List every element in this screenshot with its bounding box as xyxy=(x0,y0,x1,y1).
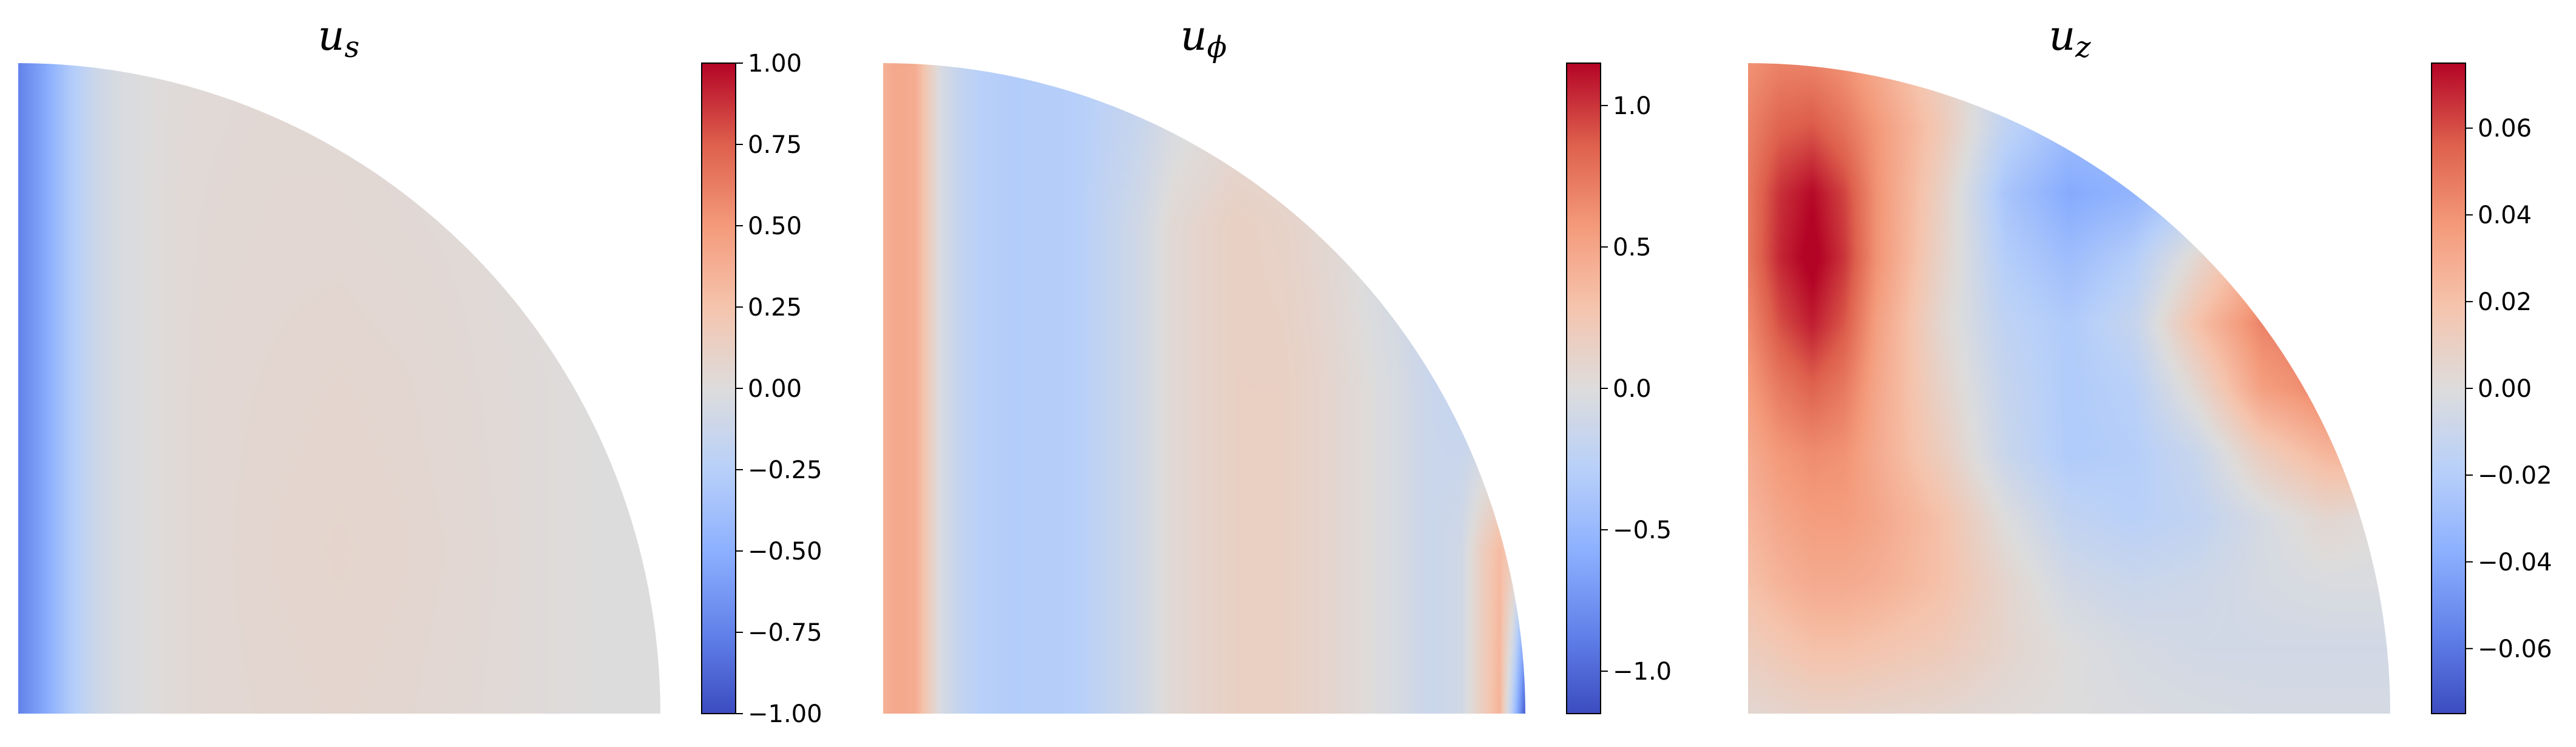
colorbar-ticks-uz: −0.06 −0.04 −0.02 0.00 0.02 0.04 0.06 xyxy=(2466,115,2552,663)
colorbar-tick-label: 0.25 xyxy=(748,294,802,322)
colorbar-tick-label: 0.0 xyxy=(1613,375,1652,403)
colorbar-tick-label: −0.06 xyxy=(2478,635,2552,663)
colorbar-tick-label: −0.04 xyxy=(2478,549,2552,576)
colorbar-ticks-uphi: −1.0 −0.5 0.0 0.5 1.0 xyxy=(1601,92,1672,686)
colorbar-us xyxy=(701,63,736,714)
colorbar-tick-label: 0.5 xyxy=(1613,234,1652,262)
colorbar-tick-label: 0.06 xyxy=(2478,115,2532,143)
colorbar-uz xyxy=(2431,63,2466,714)
colorbar-tick-label: −1.0 xyxy=(1613,658,1672,686)
colorbar-tick-label: 1.00 xyxy=(748,50,802,78)
panel-us: us −1.00 −0.75 −0.50 −0.25 0.00 0.25 0.50 0.75 1… xyxy=(18,12,822,728)
colorbar-tick-label: −0.02 xyxy=(2478,462,2552,490)
panel-title-uz: uz xyxy=(2049,12,2091,64)
colorbar-tick-label: 0.75 xyxy=(748,131,802,159)
panel-uz: uz −0.06 −0.04 −0.02 0.00 0.02 0.04 0.06 xyxy=(1748,12,2552,714)
colorbar-tick-label: −0.75 xyxy=(748,619,822,647)
colorbar-tick-label: 0.00 xyxy=(2478,375,2532,403)
panel-title-uphi: uϕ xyxy=(1181,12,1227,64)
heatmap-uphi xyxy=(883,63,1525,714)
colorbar-tick-label: −0.25 xyxy=(748,456,822,484)
colorbar-tick-label: 0.50 xyxy=(748,212,802,240)
colorbar-tick-label: 0.04 xyxy=(2478,201,2532,229)
colorbar-uphi xyxy=(1566,63,1601,714)
heatmap-us xyxy=(18,63,660,714)
colorbar-tick-label: −0.5 xyxy=(1613,516,1672,544)
colorbar-tick-label: 0.00 xyxy=(748,375,802,403)
heatmap-uz xyxy=(1748,63,2390,714)
colorbar-tick-label: 1.0 xyxy=(1613,92,1652,120)
panel-uphi: uϕ −1.0 −0.5 0.0 0.5 1.0 xyxy=(883,12,1672,714)
panel-title-us: us xyxy=(318,12,359,64)
colorbar-tick-label: 0.02 xyxy=(2478,288,2532,316)
colorbar-tick-label: −1.00 xyxy=(748,700,822,728)
colorbar-tick-label: −0.50 xyxy=(748,538,822,566)
colorbar-ticks-us: −1.00 −0.75 −0.50 −0.25 0.00 0.25 0.50 0.75 1.00 xyxy=(736,50,822,728)
